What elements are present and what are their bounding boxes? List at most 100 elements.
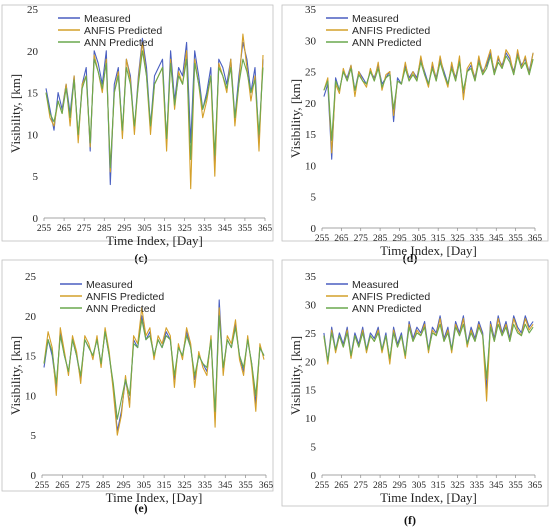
legend-label: ANFIS Predicted xyxy=(352,25,430,37)
series-line-ann-predicted xyxy=(323,323,534,379)
y-tick-label: 0 xyxy=(311,470,317,482)
legend-label: ANN Predicted xyxy=(352,37,422,49)
x-tick-label: 255 xyxy=(315,481,330,491)
x-axis-title: Time Index, [Day] xyxy=(106,490,203,505)
x-tick-label: 325 xyxy=(450,481,465,491)
x-tick-label: 325 xyxy=(450,234,465,244)
x-tick-label: 335 xyxy=(470,234,485,244)
x-axis-title: Time Index, [Day] xyxy=(380,490,477,505)
legend-label: ANFIS Predicted xyxy=(352,291,430,303)
chart-panel-d: 0 5 10 15 20 25 30 35 255 265 275 285 295 305 315 325 33… xyxy=(281,4,549,265)
y-tick-label: 35 xyxy=(305,271,317,283)
x-tick-label: 365 xyxy=(528,234,543,244)
x-tick-label: 355 xyxy=(238,224,253,234)
x-tick-label: 295 xyxy=(392,234,407,244)
y-tick-label: 5 xyxy=(31,430,37,442)
x-tick-label: 295 xyxy=(392,481,407,491)
legend-label: Measured xyxy=(84,13,131,25)
y-tick-label: 25 xyxy=(27,4,39,16)
x-tick-label: 265 xyxy=(334,234,349,244)
x-tick-label: 255 xyxy=(315,234,330,244)
panel-frame xyxy=(1,259,274,492)
x-tick-label: 285 xyxy=(373,234,388,244)
series-line-ann-predicted xyxy=(45,50,264,169)
legend-label: Measured xyxy=(352,279,399,291)
y-axis-title: Visibility, [km] xyxy=(8,74,23,153)
legend-label: Measured xyxy=(352,13,399,25)
x-tick-label: 255 xyxy=(37,224,52,234)
x-tick-label: 365 xyxy=(528,481,543,491)
legend-label: Measured xyxy=(86,279,133,291)
y-tick-label: 20 xyxy=(25,311,37,323)
y-tick-label: 5 xyxy=(311,192,317,204)
y-tick-label: 15 xyxy=(25,351,37,363)
panel-label: (c) xyxy=(134,251,147,265)
y-tick-label: 30 xyxy=(305,299,317,311)
y-tick-label: 20 xyxy=(305,356,317,368)
series-line-anfis-predicted xyxy=(45,33,264,190)
y-tick-label: 20 xyxy=(305,98,317,110)
x-tick-label: 305 xyxy=(412,234,427,244)
chart-panel-c: 0 5 10 15 20 25 255 265 275 285 295 305 315 325 335 345… xyxy=(1,4,274,265)
series-line-measured xyxy=(43,299,265,432)
y-tick-label: 15 xyxy=(305,129,317,141)
x-tick-label: 315 xyxy=(157,224,172,234)
x-tick-label: 315 xyxy=(157,481,172,491)
x-tick-label: 275 xyxy=(76,481,91,491)
x-tick-label: 285 xyxy=(97,224,112,234)
x-tick-label: 265 xyxy=(57,224,72,234)
panel-label: (d) xyxy=(403,251,418,265)
y-axis-title: Visibility, [km] xyxy=(288,336,303,415)
x-tick-label: 335 xyxy=(198,224,213,234)
y-tick-label: 10 xyxy=(305,160,317,172)
y-tick-label: 0 xyxy=(31,470,37,482)
x-tick-label: 275 xyxy=(77,224,92,234)
y-tick-label: 10 xyxy=(25,390,37,402)
x-tick-label: 335 xyxy=(470,481,485,491)
panel-frame xyxy=(281,4,549,242)
y-tick-label: 15 xyxy=(305,385,317,397)
x-tick-label: 295 xyxy=(117,224,132,234)
legend-label: ANN Predicted xyxy=(86,303,156,315)
series-line-anfis-predicted xyxy=(323,49,534,154)
x-tick-label: 265 xyxy=(334,481,349,491)
x-tick-label: 315 xyxy=(431,481,446,491)
panel-frame xyxy=(1,4,274,242)
x-tick-label: 345 xyxy=(489,481,504,491)
x-tick-label: 355 xyxy=(509,481,524,491)
x-tick-label: 305 xyxy=(137,224,152,234)
legend-label: ANN Predicted xyxy=(84,37,154,49)
y-tick-label: 20 xyxy=(27,46,39,58)
y-tick-label: 10 xyxy=(305,413,317,425)
x-tick-label: 345 xyxy=(218,224,233,234)
y-tick-label: 0 xyxy=(33,213,39,225)
x-tick-label: 295 xyxy=(116,481,131,491)
y-axis-title: Visibility, [km] xyxy=(8,336,23,415)
y-tick-label: 5 xyxy=(33,171,39,183)
x-tick-label: 305 xyxy=(412,481,427,491)
legend-label: ANN Predicted xyxy=(352,303,422,315)
panel-label: (e) xyxy=(134,501,147,515)
x-tick-label: 315 xyxy=(431,234,446,244)
y-tick-label: 0 xyxy=(311,223,317,235)
panel-frame xyxy=(281,259,549,507)
y-tick-label: 5 xyxy=(311,442,317,454)
y-tick-label: 25 xyxy=(305,67,317,79)
x-tick-label: 355 xyxy=(509,234,524,244)
x-tick-label: 275 xyxy=(354,234,369,244)
x-axis-title: Time Index, [Day] xyxy=(106,233,203,248)
x-tick-label: 365 xyxy=(258,224,273,234)
x-tick-label: 355 xyxy=(239,481,254,491)
chart-panel-f: 0 5 10 15 20 25 30 35 255 265 275 285 295 305 315 325 33… xyxy=(281,259,549,527)
x-axis-title: Time Index, [Day] xyxy=(380,243,477,258)
y-tick-label: 25 xyxy=(25,271,37,283)
x-tick-label: 325 xyxy=(177,481,192,491)
x-tick-label: 365 xyxy=(259,481,274,491)
y-tick-label: 15 xyxy=(27,88,39,100)
x-tick-label: 345 xyxy=(489,234,504,244)
x-tick-label: 305 xyxy=(137,481,152,491)
x-tick-label: 285 xyxy=(96,481,111,491)
x-tick-label: 345 xyxy=(218,481,233,491)
y-tick-label: 30 xyxy=(305,35,317,47)
